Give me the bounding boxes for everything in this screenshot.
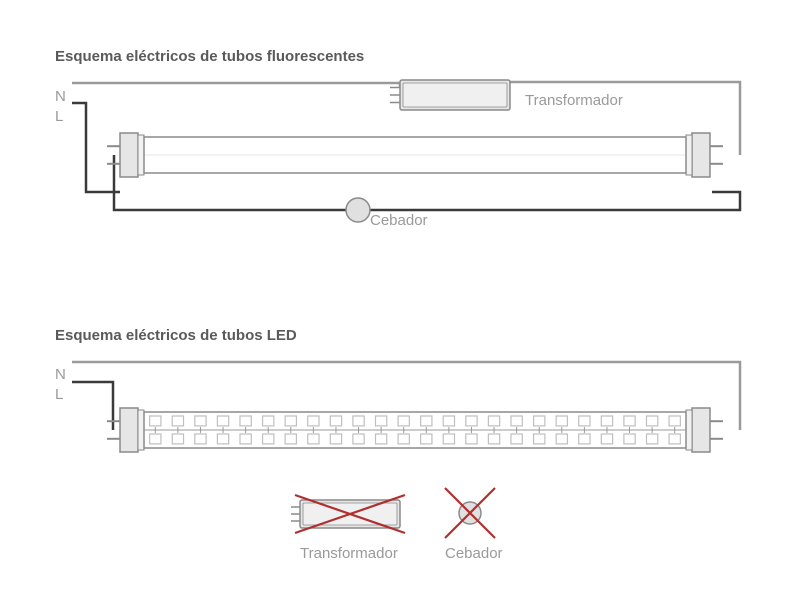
diagram2-n-label: N <box>55 366 66 383</box>
diagram2-title: Esquema eléctricos de tubos LED <box>55 327 297 344</box>
diagram2-starter-label: Cebador <box>445 545 503 562</box>
diagram-canvas <box>0 0 800 600</box>
diagram1-title: Esquema eléctricos de tubos fluorescente… <box>55 48 364 65</box>
diagram2-l-label: L <box>55 386 63 403</box>
diagram1-transformer-label: Transformador <box>525 92 623 109</box>
diagram1-starter-label: Cebador <box>370 212 428 229</box>
diagram1-l-label: L <box>55 108 63 125</box>
diagram1-n-label: N <box>55 88 66 105</box>
diagram2-transformer-label: Transformador <box>300 545 398 562</box>
